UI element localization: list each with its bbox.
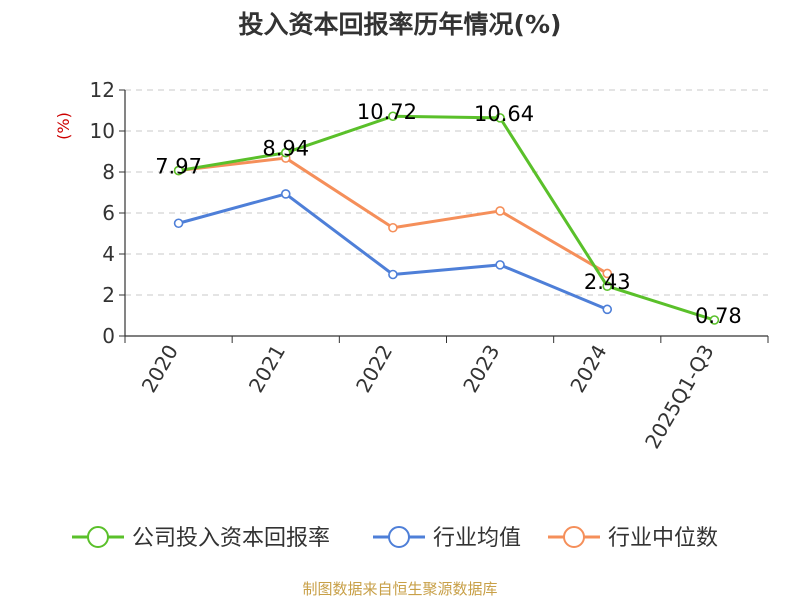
x-ticks: 2020 2021 2022 2023 2024 2025Q1-Q3 <box>124 336 769 453</box>
data-point <box>173 218 184 229</box>
x-tick-label: 2021 <box>244 341 290 397</box>
data-labels: 7.97 8.94 10.72 10.64 2.43 0.78 <box>155 100 742 328</box>
source-note: 制图数据来自恒生聚源数据库 <box>302 580 497 598</box>
series-group <box>173 111 720 325</box>
y-tick-label: 4 <box>102 242 115 266</box>
data-point <box>602 304 613 315</box>
data-label: 8.94 <box>262 137 309 161</box>
data-point <box>495 113 505 123</box>
chart-title: 投入资本回报率历年情况(%) <box>239 10 562 39</box>
y-tick-label: 6 <box>102 201 115 225</box>
data-label: 7.97 <box>155 155 202 179</box>
data-label: 10.64 <box>474 102 534 126</box>
y-tick-label: 12 <box>90 78 115 102</box>
legend-label: 公司投入资本回报率 <box>132 526 330 551</box>
x-tick-label: 2023 <box>458 341 504 397</box>
legend-marker <box>87 526 109 548</box>
data-point <box>173 165 184 176</box>
y-tick-label: 8 <box>102 160 115 184</box>
series-line <box>178 192 608 311</box>
legend-marker <box>563 526 585 548</box>
data-point <box>602 268 613 279</box>
x-tick-label: 2020 <box>137 341 183 397</box>
grid-lines <box>125 89 768 296</box>
legend: 公司投入资本回报率 行业均值 行业中位数 <box>72 526 718 551</box>
y-tick-label: 2 <box>102 283 115 307</box>
data-label: 10.72 <box>357 100 417 124</box>
y-axis-label: (%) <box>54 112 73 140</box>
data-point <box>709 315 720 325</box>
data-point <box>388 111 398 122</box>
x-tick-label: 2025Q1-Q3 <box>640 341 719 453</box>
x-tick-label: 2024 <box>565 341 611 397</box>
data-point <box>280 189 291 199</box>
legend-marker <box>388 526 410 548</box>
y-ticks: 0 2 4 6 8 10 12 <box>90 78 125 348</box>
data-point <box>495 206 505 216</box>
series-line <box>178 156 609 275</box>
data-point <box>495 260 505 270</box>
series-line <box>178 114 715 322</box>
legend-label: 行业均值 <box>433 526 521 551</box>
data-point <box>388 222 398 233</box>
data-label: 2.43 <box>584 270 631 294</box>
data-point <box>602 281 613 291</box>
legend-label: 行业中位数 <box>608 526 718 551</box>
data-label: 0.78 <box>695 304 742 328</box>
data-point <box>280 147 291 158</box>
y-tick-label: 10 <box>90 119 115 143</box>
x-tick-label: 2022 <box>351 341 397 397</box>
y-tick-label: 0 <box>102 324 115 348</box>
data-point <box>388 269 398 280</box>
